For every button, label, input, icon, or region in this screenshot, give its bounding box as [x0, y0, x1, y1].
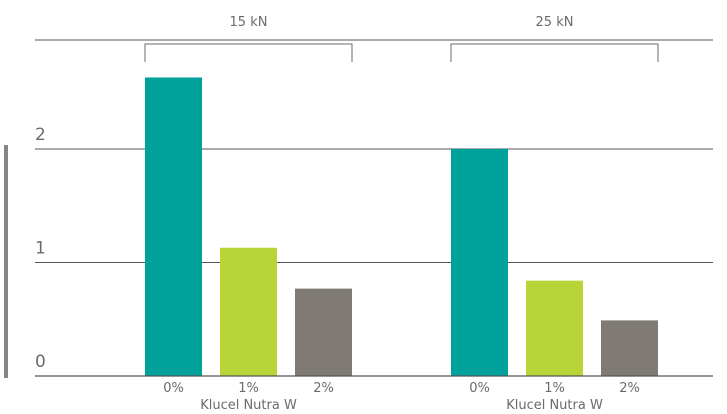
- bar-1-1: [526, 280, 583, 376]
- xtick-0-1: 1%: [238, 381, 259, 396]
- xtick-0-0: 0%: [163, 381, 184, 396]
- bar-0-2: [295, 288, 352, 376]
- xlabel-1: Klucel Nutra W: [506, 398, 603, 413]
- group-bracket-1: [450, 43, 659, 62]
- ytick-1: 1: [35, 239, 46, 259]
- group-label-0: 15 kN: [230, 15, 268, 30]
- ytick-0: 0: [35, 352, 46, 372]
- xlabel-0: Klucel Nutra W: [200, 398, 297, 413]
- xtick-1-1: 1%: [544, 381, 565, 396]
- bar-1-0: [451, 149, 508, 376]
- bar-0-1: [220, 247, 277, 376]
- xtick-1-2: 2%: [619, 381, 640, 396]
- xtick-1-0: 0%: [469, 381, 490, 396]
- group-label-1: 25 kN: [536, 15, 574, 30]
- bar-1-2: [601, 320, 658, 376]
- bar-0-0: [145, 77, 202, 377]
- xtick-0-2: 2%: [313, 381, 334, 396]
- ytick-2: 2: [35, 125, 46, 145]
- group-bracket-0: [144, 43, 353, 62]
